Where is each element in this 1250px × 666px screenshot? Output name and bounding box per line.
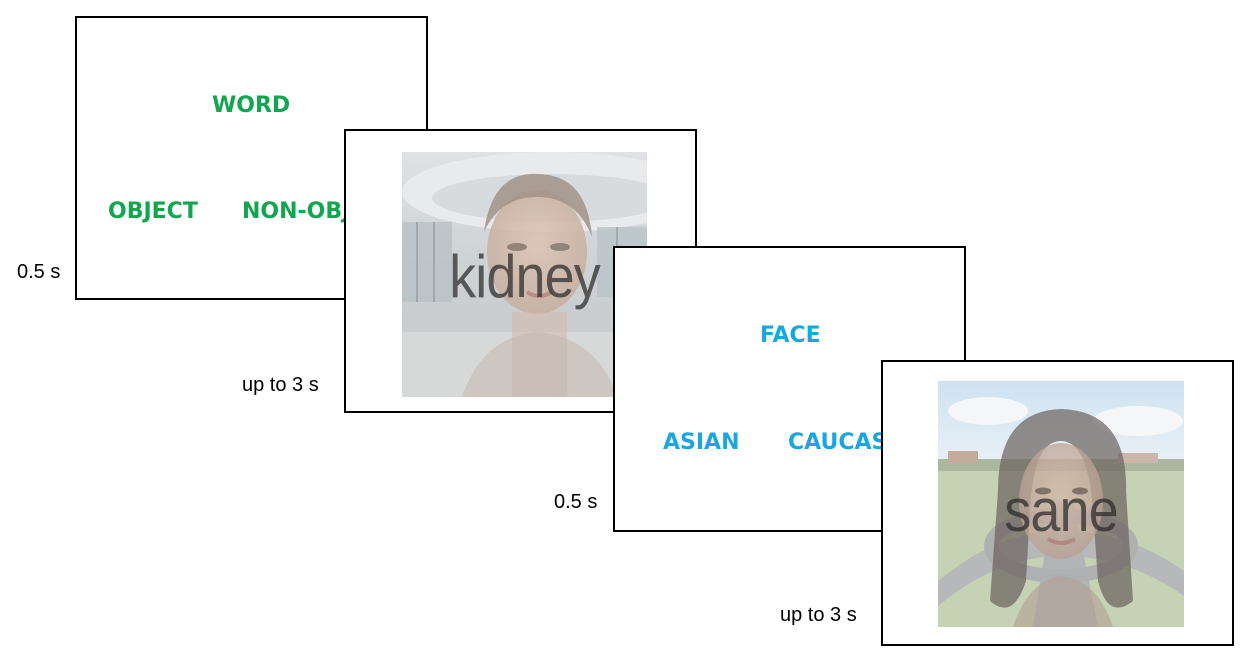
task-label-face: FACE bbox=[760, 323, 821, 348]
duration-label-slide3: 0.5 s bbox=[554, 491, 598, 513]
option-object: OBJECT bbox=[108, 199, 198, 224]
composite-image-road-face: sane bbox=[938, 381, 1184, 627]
road-face-image bbox=[938, 381, 1184, 627]
duration-label-slide4: up to 3 s bbox=[780, 604, 857, 626]
duration-label-slide2: up to 3 s bbox=[242, 374, 319, 396]
task-label-word: WORD bbox=[212, 93, 291, 118]
office-face-image bbox=[402, 152, 647, 397]
composite-image-office-face: kidney bbox=[402, 152, 647, 397]
stimulus-slide-sane: sane bbox=[881, 360, 1234, 646]
option-asian: ASIAN bbox=[663, 430, 740, 455]
stimulus-word-sane: sane bbox=[1004, 477, 1118, 544]
stimulus-slide-kidney: kidney bbox=[344, 129, 697, 413]
duration-label-slide1: 0.5 s bbox=[17, 261, 61, 283]
stimulus-word-kidney: kidney bbox=[449, 243, 601, 310]
